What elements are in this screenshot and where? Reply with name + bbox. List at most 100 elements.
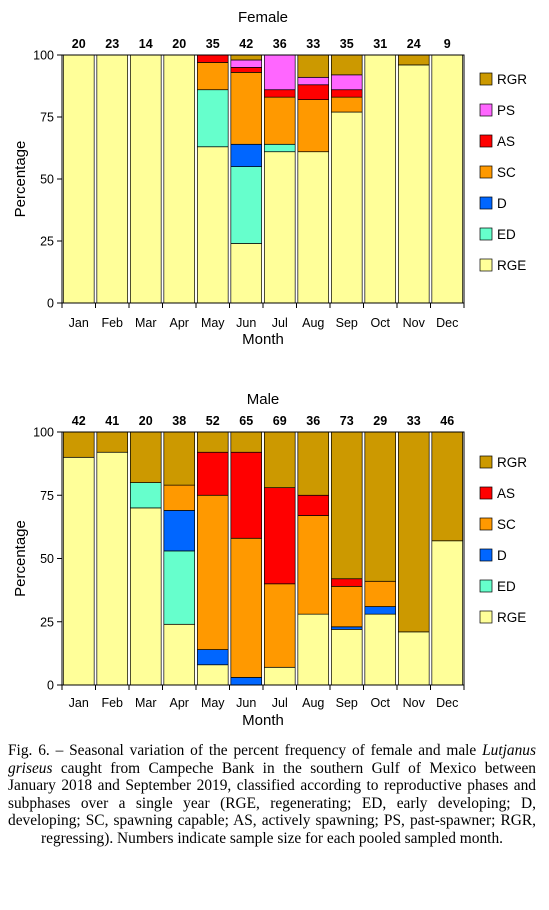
sample-size-label: 41 (105, 414, 119, 428)
sample-size-label: 20 (139, 414, 153, 428)
legend-swatch (479, 72, 493, 86)
bar-segment (163, 623, 196, 686)
bar-segment (330, 585, 363, 628)
bar-segment (129, 54, 162, 304)
y-tick-label: 50 (40, 552, 54, 566)
x-tick-label: Jul (272, 696, 288, 710)
x-tick-label: Feb (101, 316, 123, 330)
x-tick-label: Sep (336, 696, 358, 710)
x-tick-label: Dec (436, 696, 458, 710)
x-tick-label: Nov (403, 696, 426, 710)
bar-segment (297, 99, 330, 153)
bar-segment (397, 431, 430, 633)
x-tick-label: Apr (170, 696, 189, 710)
bar-segment (263, 431, 296, 489)
bar-segment (397, 54, 430, 66)
caption-rest: caught from Campeche Bank in the souther… (8, 759, 536, 847)
chart-title: Male (247, 391, 280, 408)
bar-segment (196, 146, 229, 304)
bar-segment (330, 578, 363, 587)
sample-size-label: 35 (206, 37, 220, 51)
bar-segment (163, 550, 196, 625)
bar-segment (263, 54, 296, 91)
bar-segment (330, 431, 363, 580)
bar-segment (263, 666, 296, 686)
bar-segment (330, 628, 363, 686)
bar-segment (96, 431, 129, 453)
legend-label: SC (497, 517, 516, 532)
bar-segment (196, 451, 229, 496)
bar-segment (196, 54, 229, 63)
x-tick-label: Aug (302, 696, 324, 710)
x-tick-label: Jan (69, 316, 89, 330)
bar-segment (263, 583, 296, 668)
y-axis-label: Percentage (12, 141, 29, 218)
sample-size-label: 73 (340, 414, 354, 428)
legend-label: RGR (497, 72, 527, 87)
legend-swatch (479, 517, 493, 531)
legend-label: D (497, 548, 507, 563)
y-tick-label: 25 (40, 615, 54, 629)
x-tick-label: Sep (336, 316, 358, 330)
y-tick-label: 0 (47, 679, 54, 693)
sample-size-label: 42 (239, 37, 253, 51)
legend-label: RGE (497, 610, 526, 625)
bar-segment (230, 431, 263, 453)
bar-segment (230, 451, 263, 539)
bar-segment (263, 143, 296, 153)
legend-swatch (479, 258, 493, 272)
sample-size-label: 24 (407, 37, 421, 51)
legend-swatch (479, 103, 493, 117)
bar-segment (230, 59, 263, 68)
caption-species: Lutjanus griseus (8, 742, 536, 777)
x-axis-label: Month (242, 712, 284, 729)
bar-segment (330, 74, 363, 91)
sample-size-label: 33 (407, 414, 421, 428)
sample-size-label: 69 (273, 414, 287, 428)
bar-segment (297, 494, 330, 516)
legend-swatch (479, 579, 493, 593)
bar-segment (297, 76, 330, 86)
bar-segment (297, 54, 330, 78)
bar-segment (230, 166, 263, 244)
bar-segment (129, 482, 162, 509)
x-tick-label: May (201, 696, 225, 710)
bar-segment (163, 484, 196, 511)
legend-swatch (479, 165, 493, 179)
y-tick-label: 100 (33, 49, 54, 63)
figure: Female 20 23 14 20 35 42 36 33 35 31 24 9 0 25 50 75 100 J… (12, 9, 527, 729)
legend-swatch (479, 134, 493, 148)
bar-segment (297, 613, 330, 686)
legend-label: RGE (497, 258, 526, 273)
bar-segment (96, 451, 129, 686)
bar-segment (230, 72, 263, 145)
y-tick-label: 0 (47, 297, 54, 311)
bar-segment (230, 243, 263, 304)
legend-swatch (479, 486, 493, 500)
sample-size-label: 65 (239, 414, 253, 428)
y-axis-label: Percentage (12, 520, 29, 597)
bar-segment (330, 96, 363, 113)
bar-segment (431, 540, 464, 686)
x-tick-label: May (201, 316, 225, 330)
bar-segment (364, 606, 397, 615)
y-tick-label: 75 (40, 111, 54, 125)
bar-segment (96, 54, 129, 304)
legend-swatch (479, 196, 493, 210)
bar-segment (431, 431, 464, 542)
bar-segment (263, 89, 296, 98)
bar-segment (163, 431, 196, 486)
legend-label: ED (497, 227, 516, 242)
legend-label: ED (497, 579, 516, 594)
bar-segment (330, 89, 363, 98)
figure-caption: Fig. 6. – Seasonal variation of the perc… (8, 742, 536, 848)
bar-segment (330, 111, 363, 304)
sample-size-label: 46 (440, 414, 454, 428)
bar-segment (196, 62, 229, 91)
x-tick-label: Jan (69, 696, 89, 710)
bar-segment (196, 89, 229, 148)
bar-segment (364, 613, 397, 686)
bar-segment (364, 54, 397, 304)
bar-segment (230, 67, 263, 73)
bar-segment (230, 54, 263, 61)
